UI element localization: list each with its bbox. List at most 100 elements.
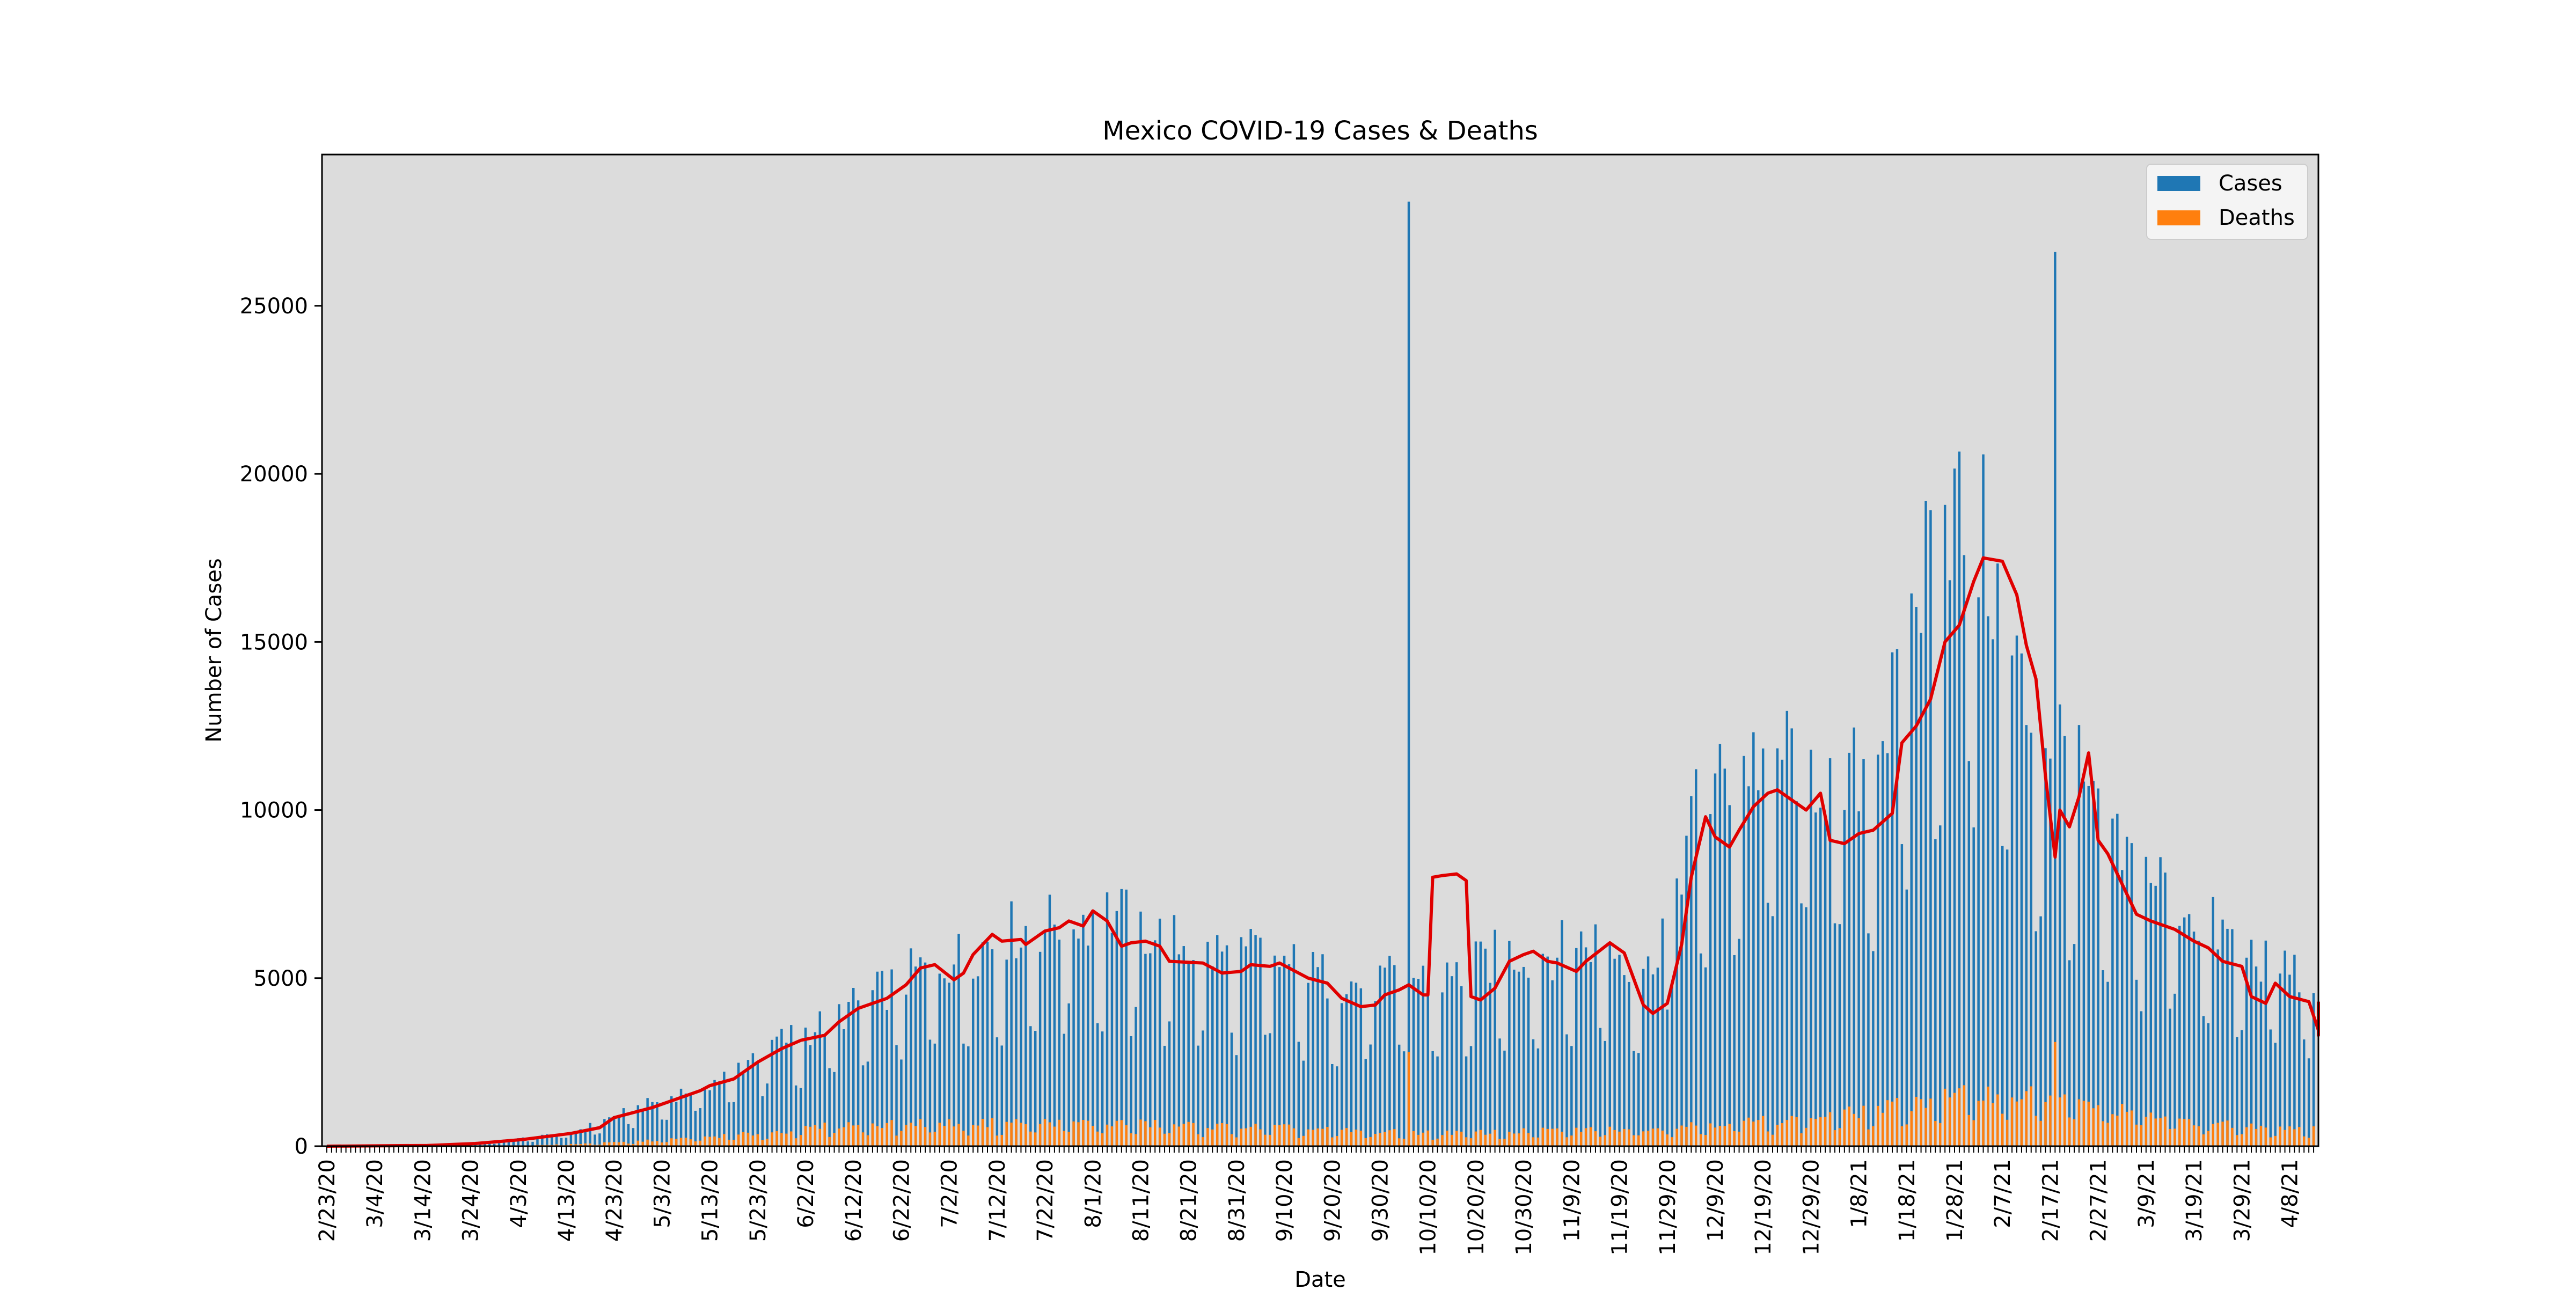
cases-bar — [1594, 925, 1597, 1146]
deaths-bar — [2270, 1138, 2272, 1146]
x-tick-label: 9/20/20 — [1320, 1159, 1345, 1242]
deaths-bar — [1862, 1106, 1864, 1146]
deaths-bar — [1235, 1138, 1238, 1146]
deaths-bar — [2078, 1100, 2080, 1146]
deaths-bar — [934, 1132, 936, 1146]
deaths-bar — [2293, 1130, 2295, 1146]
cases-bar — [2035, 931, 2037, 1146]
cases-bar — [2011, 656, 2013, 1146]
deaths-bar — [1355, 1130, 1357, 1146]
deaths-bar — [1781, 1123, 1783, 1146]
deaths-bar — [1714, 1127, 1716, 1146]
cases-bar — [1675, 878, 1678, 1146]
cases-bar — [560, 1138, 562, 1146]
cases-bar — [1700, 954, 1702, 1146]
deaths-bar — [680, 1138, 682, 1146]
cases-bar — [1532, 1039, 1534, 1146]
x-tick-label: 8/1/20 — [1081, 1159, 1106, 1228]
cases-bar — [1460, 986, 1462, 1146]
deaths-bar — [910, 1123, 912, 1146]
deaths-bar — [646, 1140, 648, 1146]
cases-bar — [986, 942, 989, 1146]
x-tick-label: 10/20/20 — [1464, 1159, 1489, 1256]
cases-bar — [1547, 957, 1549, 1146]
deaths-bar — [718, 1138, 720, 1146]
y-tick-label: 0 — [295, 1134, 308, 1159]
cases-bar — [699, 1108, 701, 1146]
cases-bar — [876, 972, 879, 1146]
cases-bar — [1719, 744, 1721, 1146]
deaths-bar — [1211, 1130, 1213, 1146]
deaths-bar — [843, 1127, 845, 1146]
cases-bar — [1365, 1059, 1367, 1146]
deaths-bar — [1949, 1097, 1951, 1146]
deaths-bar — [847, 1122, 850, 1146]
cases-bar — [1795, 801, 1797, 1146]
cases-bar — [1168, 1021, 1170, 1146]
cases-bar — [1618, 955, 1620, 1146]
x-tick-label: 12/9/20 — [1703, 1159, 1728, 1242]
cases-bar — [2135, 980, 2138, 1146]
cases-bar — [1814, 812, 1817, 1146]
cases-bar — [728, 1102, 730, 1146]
cases-bar — [1518, 972, 1520, 1146]
deaths-bar — [991, 1118, 993, 1146]
cases-bar — [1647, 956, 1649, 1146]
deaths-bar — [1053, 1126, 1056, 1146]
cases-bar — [1451, 976, 1453, 1146]
deaths-bar — [1015, 1119, 1017, 1146]
y-tick-label: 10000 — [240, 798, 308, 823]
deaths-bar — [2063, 1095, 2066, 1146]
deaths-bar — [2150, 1112, 2152, 1146]
deaths-bar — [2159, 1118, 2161, 1146]
deaths-bar — [1613, 1130, 1615, 1146]
deaths-bar — [1786, 1120, 1788, 1146]
deaths-bar — [924, 1127, 926, 1146]
cases-bar — [1326, 999, 1328, 1146]
deaths-bar — [2216, 1123, 2219, 1146]
cases-bar — [1197, 1046, 1199, 1146]
y-tick-label: 15000 — [240, 630, 308, 655]
deaths-bar — [1724, 1126, 1726, 1146]
deaths-bar — [1029, 1132, 1031, 1146]
cases-bar — [1408, 202, 1410, 1146]
cases-bar — [872, 990, 874, 1146]
deaths-bar — [1264, 1135, 1266, 1146]
deaths-bar — [1657, 1128, 1659, 1146]
cases-bar — [1283, 956, 1285, 1146]
deaths-bar — [1719, 1126, 1721, 1146]
cases-bar — [939, 973, 941, 1146]
deaths-bar — [1426, 1131, 1429, 1146]
deaths-bar — [1882, 1113, 1884, 1146]
cases-bar — [1149, 953, 1151, 1146]
deaths-bar — [2298, 1127, 2300, 1146]
deaths-bar — [1058, 1120, 1060, 1146]
deaths-bar — [780, 1133, 782, 1146]
cases-bar — [1072, 929, 1074, 1146]
deaths-bar — [1580, 1132, 1582, 1146]
cases-bar — [1259, 937, 1261, 1146]
cases-bar — [1024, 926, 1027, 1146]
cases-bar — [1628, 982, 1630, 1146]
deaths-bar — [1178, 1126, 1180, 1146]
deaths-bar — [2265, 1127, 2267, 1146]
cases-bar — [733, 1102, 735, 1146]
deaths-bar — [708, 1137, 711, 1146]
deaths-bar — [2140, 1125, 2142, 1146]
cases-bar — [1274, 956, 1276, 1146]
cases-bar — [1906, 890, 1908, 1146]
cases-bar — [1819, 808, 1821, 1146]
deaths-bar — [1326, 1127, 1328, 1146]
deaths-bar — [1451, 1135, 1453, 1146]
deaths-bar — [785, 1134, 787, 1146]
cases-bar — [1829, 758, 1831, 1146]
deaths-bar — [2111, 1114, 2113, 1146]
deaths-bar — [1690, 1122, 1692, 1146]
deaths-bar — [2169, 1129, 2171, 1146]
cases-bar — [1316, 967, 1319, 1146]
deaths-bar — [1532, 1137, 1534, 1146]
cases-bar — [1604, 1041, 1606, 1146]
deaths-bar — [1547, 1129, 1549, 1146]
deaths-bar — [2260, 1126, 2262, 1146]
cases-bar — [838, 1004, 840, 1146]
